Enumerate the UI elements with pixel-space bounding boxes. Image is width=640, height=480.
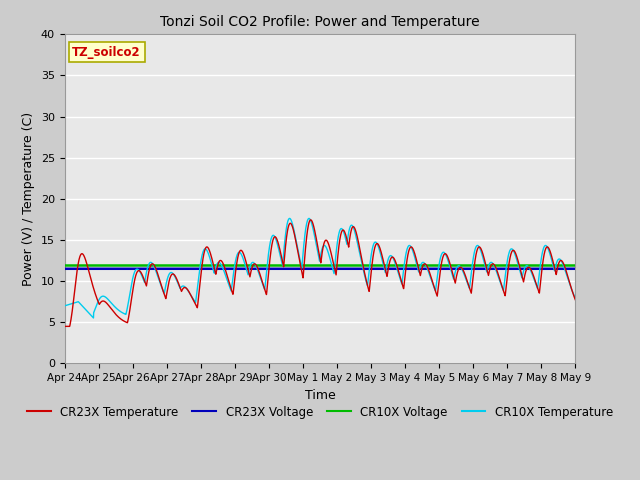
Text: TZ_soilco2: TZ_soilco2 xyxy=(72,46,141,59)
Legend: CR23X Temperature, CR23X Voltage, CR10X Voltage, CR10X Temperature: CR23X Temperature, CR23X Voltage, CR10X … xyxy=(22,401,618,423)
Y-axis label: Power (V) / Temperature (C): Power (V) / Temperature (C) xyxy=(22,112,35,286)
X-axis label: Time: Time xyxy=(305,389,335,402)
Title: Tonzi Soil CO2 Profile: Power and Temperature: Tonzi Soil CO2 Profile: Power and Temper… xyxy=(160,15,480,29)
